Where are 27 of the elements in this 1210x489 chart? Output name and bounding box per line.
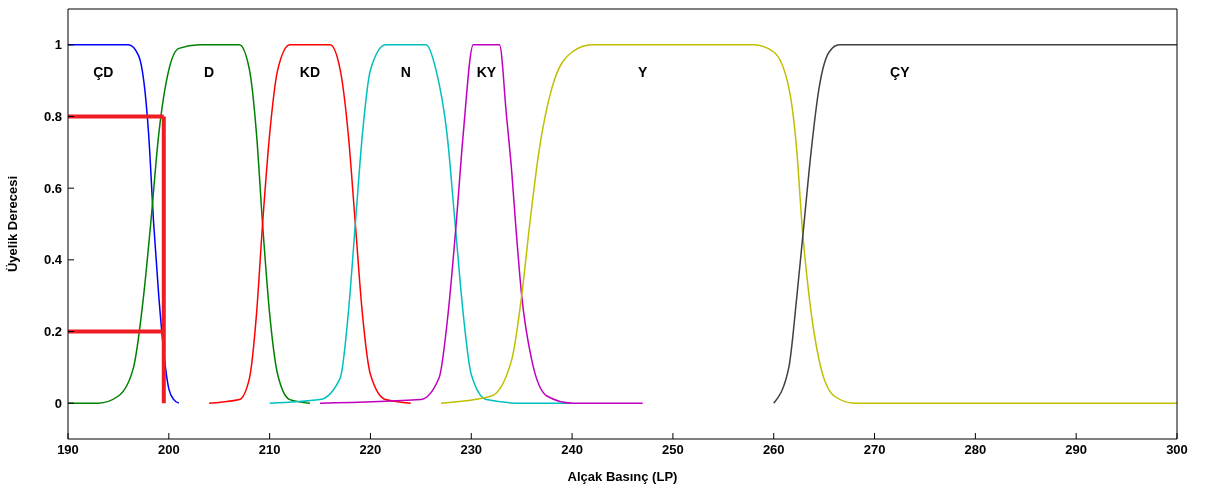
x-tick-label: 280 (964, 442, 987, 458)
y-tick-label: 0 (54, 395, 62, 411)
x-tick-label: 190 (57, 442, 79, 458)
series-label: Y (637, 63, 648, 80)
y-tick-label: 0.4 (43, 252, 63, 268)
y-tick-label: 1 (54, 37, 62, 53)
series-label: ÇY (890, 63, 911, 80)
y-tick-label: 0.6 (43, 180, 62, 196)
series-label: KY (476, 63, 497, 80)
x-tick-label: 290 (1065, 442, 1088, 458)
x-tick-label: 250 (662, 442, 684, 458)
x-tick-label: 300 (1166, 442, 1188, 458)
x-tick-label: 200 (157, 442, 180, 458)
x-tick-label: 230 (460, 442, 483, 458)
series-label: N (400, 63, 411, 80)
y-axis-title: Üyelik Derecesi (4, 175, 20, 273)
x-tick-label: 220 (359, 442, 382, 458)
x-tick-label: 210 (258, 442, 281, 458)
x-tick-label: 270 (863, 442, 886, 458)
x-tick-label: 260 (762, 442, 785, 458)
series-label: ÇD (93, 63, 114, 80)
y-tick-label: 0.2 (43, 324, 62, 340)
series-label: KD (299, 63, 321, 80)
x-tick-label: 240 (561, 442, 583, 458)
series-label: D (204, 63, 215, 80)
y-tick-label: 0.8 (43, 109, 62, 125)
x-axis-title: Alçak Basınç (LP) (567, 469, 678, 484)
